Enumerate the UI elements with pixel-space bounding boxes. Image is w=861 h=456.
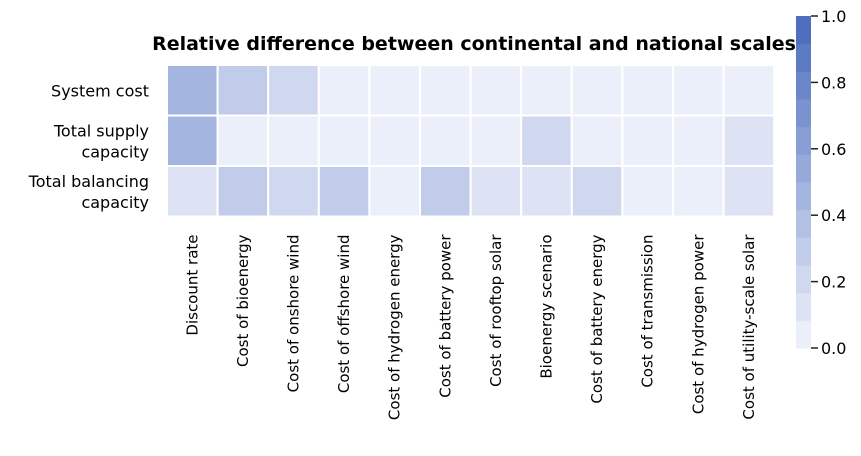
colorbar-segment — [796, 16, 811, 45]
heatmap-cell — [368, 165, 421, 218]
colorbar-segment — [796, 99, 811, 128]
heatmap-cell — [672, 114, 725, 167]
column-label: Cost of rooftop solar — [487, 234, 505, 387]
colorbar-segment — [796, 237, 811, 266]
column-labels: Discount rate Cost of bioenergy Cost of on… — [183, 234, 758, 420]
heatmap-cell — [267, 165, 320, 218]
heatmap-cell — [722, 64, 776, 117]
heatmap-cell — [672, 64, 725, 117]
heatmap-cell — [419, 64, 472, 117]
heatmap-cell — [469, 165, 523, 218]
column-label: Cost of hydrogen energy — [386, 234, 404, 420]
heatmap-cells — [166, 64, 776, 218]
colorbar-segment — [796, 154, 811, 183]
row-label: Total supply capacity — [53, 121, 149, 161]
heatmap-cell — [621, 114, 675, 167]
heatmap-cell — [267, 64, 320, 117]
column-label: Cost of bioenergy — [234, 234, 252, 367]
colorbar-tick-label: 0.4 — [821, 206, 846, 225]
colorbar-segment — [796, 209, 811, 238]
column-label: Cost of offshore wind — [335, 235, 353, 394]
colorbar-tick-label: 0.2 — [821, 273, 846, 292]
heatmap-cell — [621, 165, 675, 218]
colorbar-segment — [796, 43, 811, 72]
heatmap-cell — [570, 165, 624, 218]
heatmap-cell — [317, 114, 371, 167]
heatmap-cell — [520, 165, 573, 218]
column-label: Cost of transmission — [639, 235, 657, 388]
colorbar-segment — [796, 292, 811, 321]
row-label: System cost — [51, 81, 149, 100]
heatmap-cell — [469, 114, 523, 167]
row-label: Total balancing capacity — [28, 172, 149, 212]
column-label: Cost of battery power — [436, 234, 454, 398]
colorbar-segment — [796, 265, 811, 294]
heatmap-cell — [166, 114, 219, 167]
column-label: Cost of battery energy — [588, 234, 606, 403]
colorbar-tick-label: 0.6 — [821, 140, 846, 159]
colorbar-segment — [796, 126, 811, 155]
heatmap-cell — [419, 165, 472, 218]
heatmap-cell — [166, 165, 219, 218]
heatmap-cell — [672, 165, 725, 218]
column-label: Cost of utility-scale solar — [740, 234, 758, 420]
heatmap-cell — [469, 64, 523, 117]
column-label: Discount rate — [183, 235, 201, 336]
heatmap-cell — [570, 64, 624, 117]
heatmap-cell — [317, 64, 371, 117]
heatmap-cell — [216, 165, 270, 218]
heatmap-cell — [267, 114, 320, 167]
heatmap-cell — [317, 165, 371, 218]
heatmap-cell — [216, 64, 270, 117]
heatmap-cell — [368, 64, 421, 117]
colorbar-tick-label: 0.8 — [821, 73, 846, 92]
column-label: Cost of onshore wind — [285, 235, 303, 393]
column-label: Bioenergy scenario — [538, 235, 556, 379]
heatmap-cell — [722, 165, 776, 218]
colorbar: 0.0 0.2 0.4 0.6 0.8 1.0 — [796, 7, 846, 358]
heatmap-cell — [621, 64, 675, 117]
heatmap-cell — [722, 114, 776, 167]
heatmap-cell — [570, 114, 624, 167]
colorbar-segment — [796, 71, 811, 100]
heatmap-cell — [419, 114, 472, 167]
colorbar-segment — [796, 182, 811, 211]
chart-title: Relative difference between continental … — [152, 33, 796, 55]
colorbar-tick-label: 0.0 — [821, 339, 846, 358]
heatmap-cell — [520, 114, 573, 167]
row-labels: System cost Total supply capacity Total bal… — [28, 81, 149, 212]
heatmap-cell — [368, 114, 421, 167]
heatmap-cell — [216, 114, 270, 167]
column-label: Cost of hydrogen power — [689, 234, 707, 414]
colorbar-segment — [796, 320, 811, 349]
heatmap-cell — [166, 64, 219, 117]
colorbar-tick-label: 1.0 — [821, 7, 846, 26]
heatmap-cell — [520, 64, 573, 117]
